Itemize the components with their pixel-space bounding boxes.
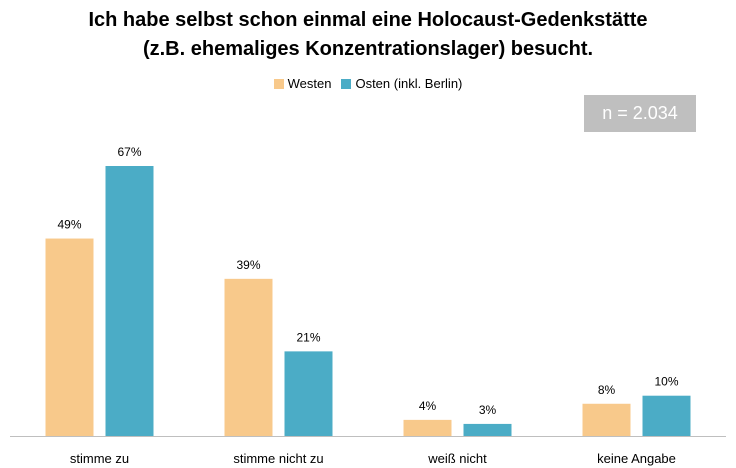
legend-swatch-osten xyxy=(341,78,352,89)
bar-osten-3 xyxy=(642,395,691,436)
legend-label-osten: Osten (inkl. Berlin) xyxy=(355,76,463,91)
category-label-0: stimme zu xyxy=(70,451,129,466)
legend-item-osten: Osten (inkl. Berlin) xyxy=(341,76,462,91)
bar-westen-1 xyxy=(224,278,273,436)
data-label-osten-3: 10% xyxy=(654,375,678,389)
bar-osten-1 xyxy=(284,351,333,436)
chart-title: Ich habe selbst schon einmal eine Holoca… xyxy=(0,6,736,64)
legend-swatch-westen xyxy=(273,78,284,89)
bar-osten-0 xyxy=(105,166,154,436)
sample-size-badge: n = 2.034 xyxy=(584,95,696,132)
category-label-1: stimme nicht zu xyxy=(233,451,323,466)
data-label-westen-1: 39% xyxy=(236,258,260,272)
chart-legend: Westen Osten (inkl. Berlin) xyxy=(0,76,736,91)
data-label-osten-1: 21% xyxy=(296,330,320,344)
bar-westen-3 xyxy=(582,403,631,436)
legend-label-westen: Westen xyxy=(287,76,332,91)
bar-westen-2 xyxy=(403,419,452,436)
data-label-osten-2: 3% xyxy=(479,403,497,417)
category-label-2: weiß nicht xyxy=(427,451,487,466)
bar-westen-0 xyxy=(45,238,94,436)
data-label-westen-0: 49% xyxy=(57,218,81,232)
data-label-westen-2: 4% xyxy=(419,399,437,413)
data-label-osten-0: 67% xyxy=(117,145,141,159)
chart-title-line-1: Ich habe selbst schon einmal eine Holoca… xyxy=(88,9,648,31)
category-label-3: keine Angabe xyxy=(597,451,676,466)
legend-item-westen: Westen xyxy=(273,76,332,91)
chart-title-line-2: (z.B. ehemaliges Konzentrationslager) be… xyxy=(142,38,594,60)
data-label-westen-3: 8% xyxy=(598,383,616,397)
bar-osten-2 xyxy=(463,423,512,436)
